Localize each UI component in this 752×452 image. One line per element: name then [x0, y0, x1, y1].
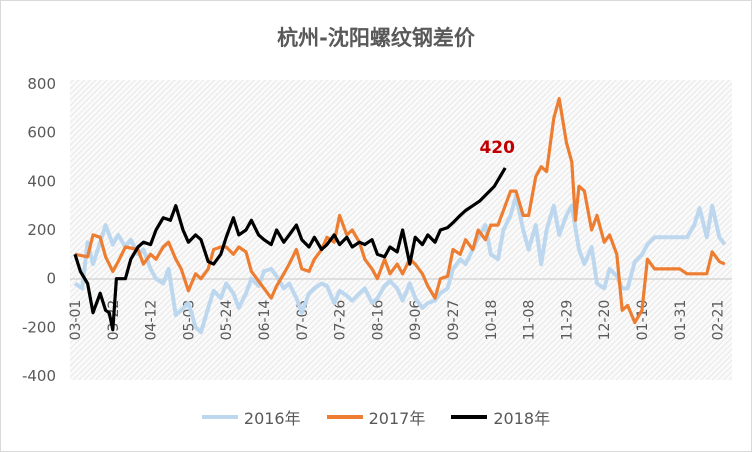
legend-swatch — [451, 415, 488, 419]
series-line-2016年 — [73, 193, 727, 335]
legend-label: 2017年 — [368, 409, 426, 428]
legend-item-2018: 2018年 — [451, 405, 550, 429]
x-tick-label: 09-06 — [408, 300, 424, 341]
legend-label: 2016年 — [243, 409, 301, 428]
x-tick-label: 09-27 — [446, 300, 462, 341]
y-tick-label: 800 — [27, 75, 56, 93]
legend-label: 2018年 — [493, 409, 551, 428]
legend-item-2017: 2017年 — [326, 405, 426, 429]
x-tick-label: 11-29 — [559, 300, 575, 341]
y-tick-label: 400 — [27, 172, 56, 190]
legend-swatch — [201, 415, 238, 419]
x-tick-label: 02-21 — [711, 300, 727, 341]
y-tick-label: 600 — [27, 124, 56, 142]
annotation-label: 420 — [479, 138, 515, 158]
x-tick-label: 08-16 — [370, 300, 386, 341]
chart-title: 杭州-沈阳螺纹钢差价 — [277, 26, 475, 50]
x-tick-label: 05-03 — [181, 300, 197, 341]
series-line-2018年 — [73, 167, 507, 332]
y-tick-label: -200 — [22, 318, 56, 336]
legend-item-2016: 2016年 — [201, 405, 301, 429]
y-tick-label: -400 — [22, 367, 56, 385]
x-tick-label: 03-01 — [68, 300, 84, 341]
y-tick-label: 200 — [27, 221, 56, 239]
x-tick-label: 04-12 — [144, 300, 160, 341]
x-tick-label: 07-26 — [333, 300, 349, 341]
x-tick-label: 06-14 — [257, 300, 273, 341]
legend-swatch — [326, 415, 363, 419]
x-tick-label: 11-08 — [522, 300, 538, 341]
legend: 2016年 2017年 2018年 — [0, 405, 752, 429]
y-tick-label: 0 — [46, 270, 56, 288]
x-tick-label: 10-18 — [484, 300, 500, 341]
x-tick-label: 01-10 — [635, 300, 651, 341]
x-tick-label: 01-31 — [673, 300, 689, 341]
x-tick-label: 12-20 — [597, 300, 613, 341]
x-tick-label: 05-24 — [219, 300, 235, 341]
